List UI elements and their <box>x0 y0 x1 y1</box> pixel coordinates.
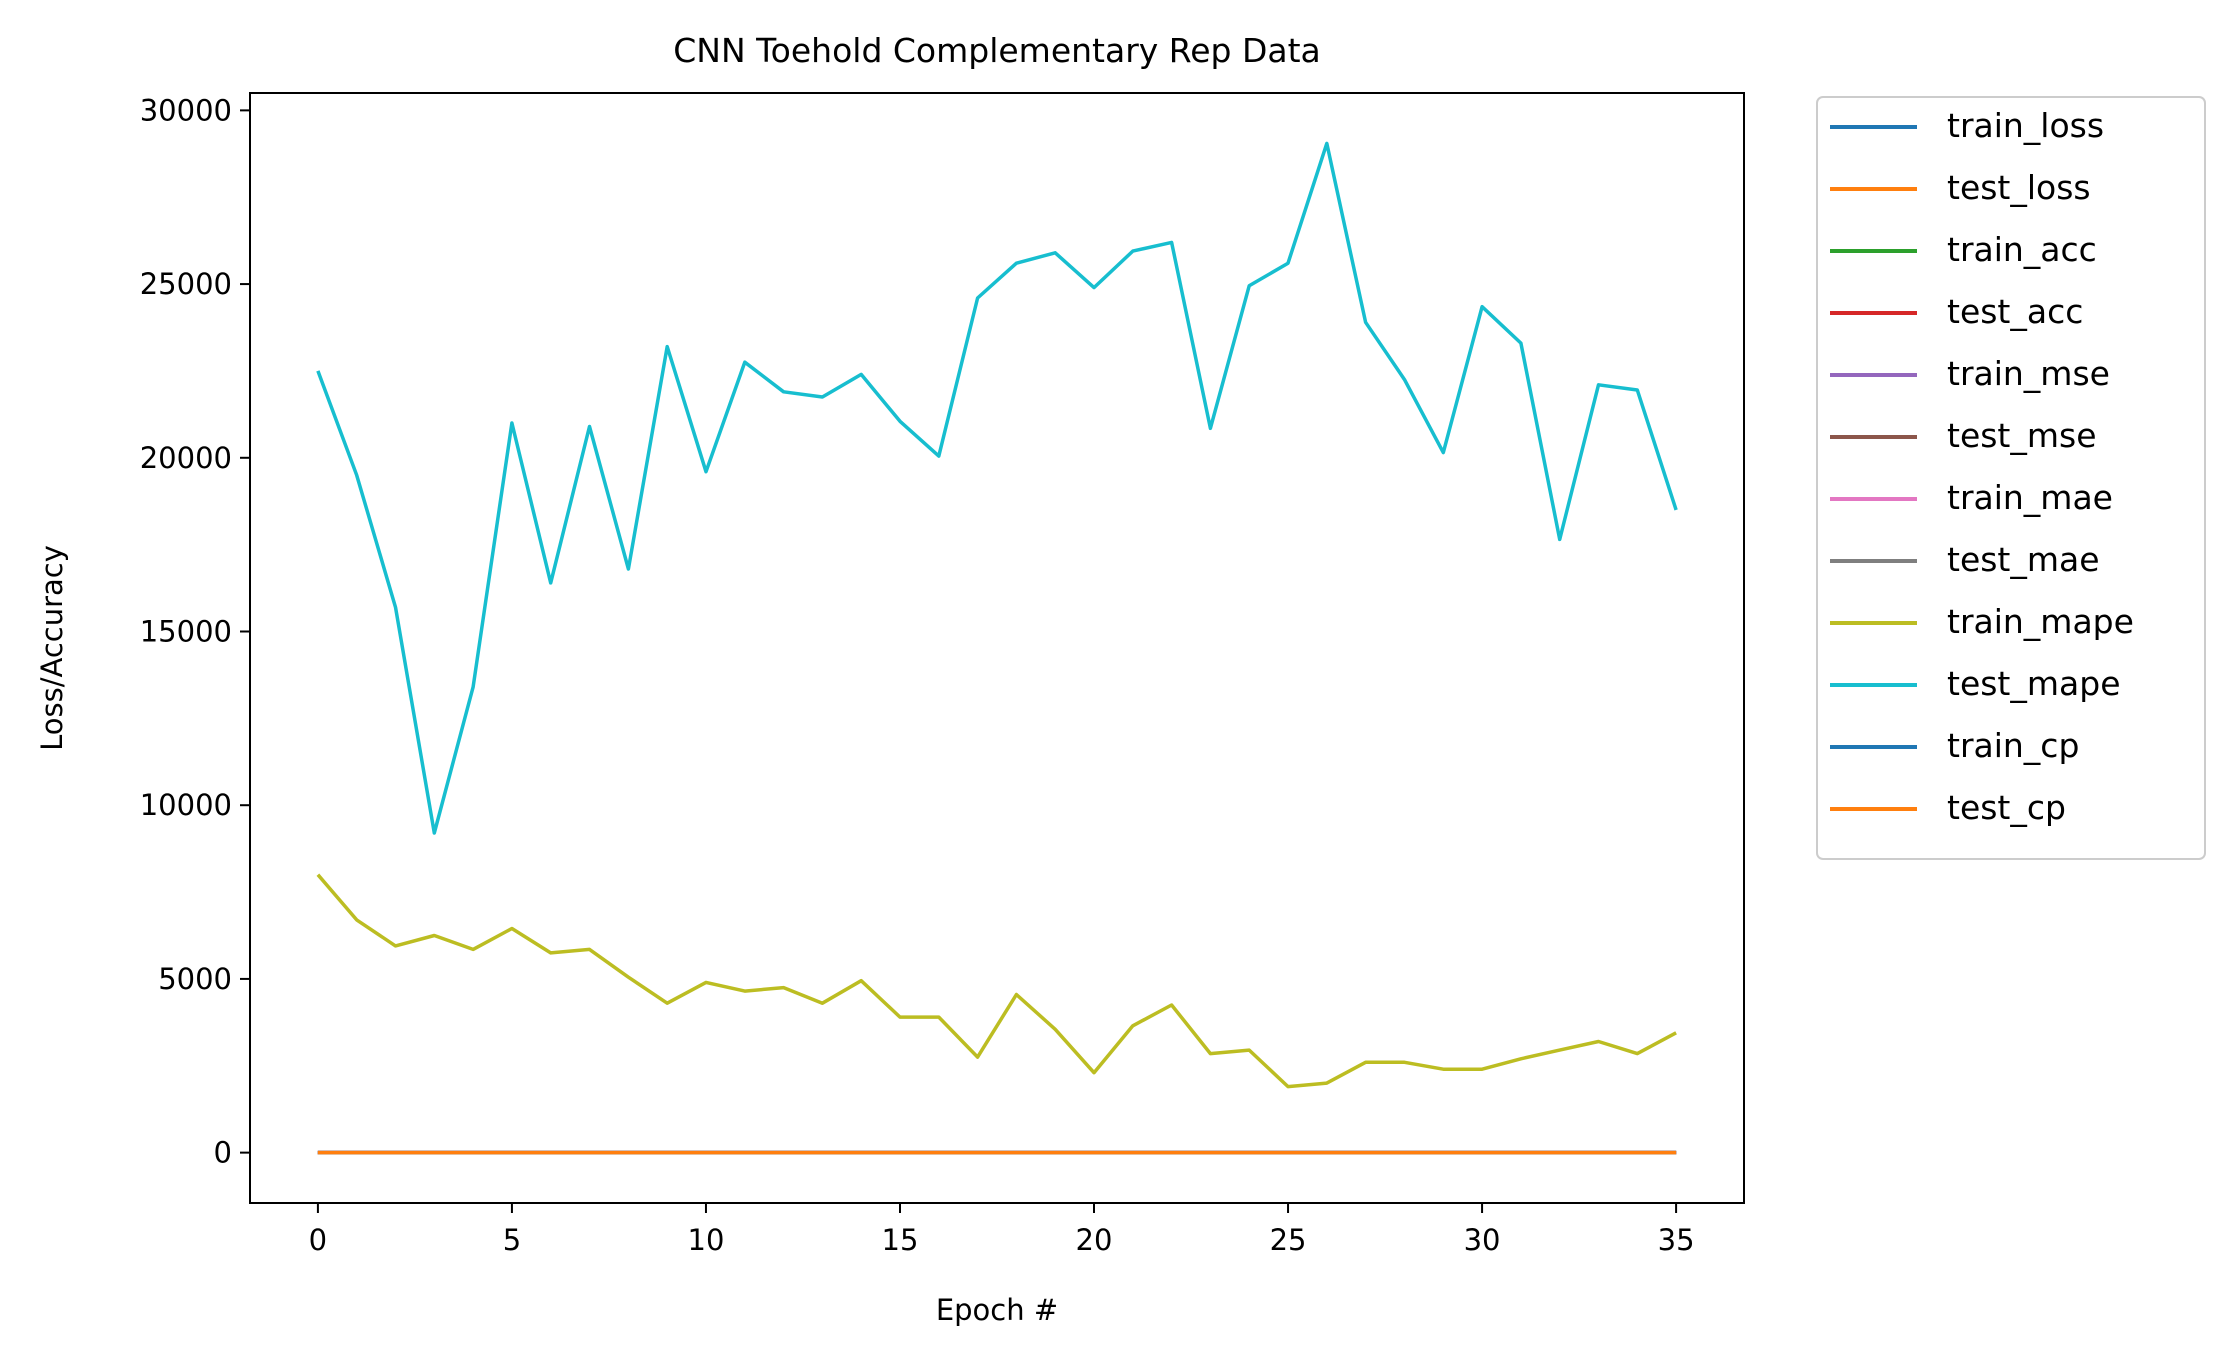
chart-title: CNN Toehold Complementary Rep Data <box>673 31 1321 70</box>
legend-label-train_mae: train_mae <box>1947 478 2113 517</box>
y-tick-label: 0 <box>214 1136 232 1170</box>
legend-label-test_mse: test_mse <box>1947 416 2097 455</box>
legend-label-test_acc: test_acc <box>1947 292 2083 331</box>
legend-label-train_cp: train_cp <box>1947 726 2079 765</box>
plot-lines <box>316 141 1678 1155</box>
legend-label-test_mape: test_mape <box>1947 664 2121 703</box>
legend-frame <box>1816 96 2206 860</box>
legend-label-test_loss: test_loss <box>1947 168 2091 207</box>
legend-label-train_acc: train_acc <box>1947 230 2097 269</box>
x-tick-label: 5 <box>503 1223 521 1257</box>
x-tick-label: 15 <box>882 1223 919 1257</box>
plot-area <box>249 92 1745 1204</box>
legend-label-test_cp: test_cp <box>1947 788 2066 827</box>
x-axis: 0 5 10 15 20 25 30 35 <box>309 1203 1695 1257</box>
y-tick-label: 25000 <box>140 267 232 301</box>
legend-label-train_loss: train_loss <box>1947 106 2104 145</box>
series-line-train_mape <box>316 873 1677 1089</box>
legend-label-train_mape: train_mape <box>1947 602 2134 641</box>
y-tick-label: 30000 <box>140 93 232 127</box>
legend-label-train_mse: train_mse <box>1947 354 2110 393</box>
legend: train_loss test_loss train_acc test_acctrai… <box>1816 96 2206 860</box>
x-tick-label: 20 <box>1076 1223 1113 1257</box>
y-tick-label: 5000 <box>158 962 232 996</box>
y-tick-label: 20000 <box>140 441 232 475</box>
x-tick-label: 30 <box>1464 1223 1501 1257</box>
y-tick-label: 10000 <box>140 788 232 822</box>
x-tick-label: 25 <box>1270 1223 1307 1257</box>
x-tick-label: 35 <box>1658 1223 1695 1257</box>
series-line-test_mape <box>316 141 1678 835</box>
x-axis-label: Epoch # <box>936 1293 1058 1327</box>
y-axis: 0 5000 10000 15000 20000 25000 30000 <box>140 93 250 1170</box>
y-tick-label: 15000 <box>140 614 232 648</box>
y-axis-label: Loss/Accuracy <box>35 545 69 751</box>
legend-label-test_mae: test_mae <box>1947 540 2100 579</box>
x-tick-label: 10 <box>688 1223 725 1257</box>
x-tick-label: 0 <box>309 1223 327 1257</box>
